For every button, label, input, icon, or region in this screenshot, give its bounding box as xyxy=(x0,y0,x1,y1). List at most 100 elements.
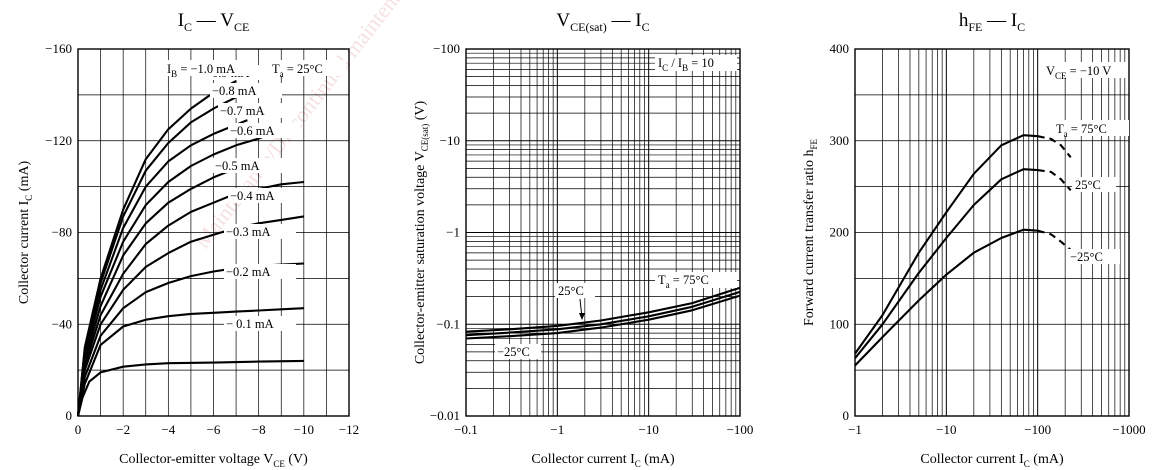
y-tick-label: −0.01 xyxy=(430,408,460,423)
title-second-sub: C xyxy=(642,20,650,34)
ta-label-tail: = 75°C xyxy=(1068,122,1107,136)
x-tick-label: −0.1 xyxy=(454,422,478,437)
x-axis-label-sub: CE xyxy=(273,459,285,469)
ta-label-text: T xyxy=(658,273,666,287)
lbl-m25-bg xyxy=(1068,249,1120,264)
grid-lines xyxy=(854,48,1129,417)
x-tick-label: 0 xyxy=(75,422,82,437)
x-axis-label-tail: (mA) xyxy=(641,452,675,467)
series-label-bg xyxy=(213,158,285,173)
cond-label-tail: / I xyxy=(668,56,682,70)
ta-label-text: T xyxy=(272,62,280,76)
x-axis-label: Collector-emitter voltage VCE (V) xyxy=(119,452,308,469)
series-line xyxy=(76,119,248,417)
ta-label-sub: a xyxy=(280,69,284,79)
ib-label-text: I xyxy=(167,62,171,76)
title-second-sub: C xyxy=(1017,20,1025,34)
lbl-m25-bg xyxy=(495,344,541,359)
ta-label-bg xyxy=(655,272,737,288)
cond-label-sub: CE xyxy=(1055,71,1067,81)
plot-frame xyxy=(77,48,350,417)
chart-title: IC — VCE xyxy=(178,10,250,34)
title-main: I xyxy=(178,10,184,31)
y-tick-label: 400 xyxy=(830,41,850,56)
title-main-sub: CE(sat) xyxy=(570,20,607,34)
series-label-bg xyxy=(218,103,290,118)
y-axis-label-sub: FE xyxy=(809,139,819,150)
x-tick-label: −1 xyxy=(550,422,564,437)
series-label-bg xyxy=(210,83,282,98)
chart-title: VCE(sat) — IC xyxy=(556,10,649,34)
y-tick-label: 300 xyxy=(830,133,850,148)
lbl-25-bg xyxy=(1072,177,1116,192)
ta-label-bg xyxy=(270,60,346,76)
series-label-bg xyxy=(224,264,296,279)
y-tick-label: −40 xyxy=(52,316,72,331)
ta-label: Ta = 75°C xyxy=(1056,122,1107,139)
series-line xyxy=(76,215,304,417)
y-axis-label-tail: (V) xyxy=(413,100,428,123)
grid-lines xyxy=(465,49,740,417)
x-axis-label-text: Collector current I xyxy=(531,452,635,467)
series-label-bg xyxy=(228,188,300,203)
lbl-25-arrow xyxy=(579,313,585,320)
ta-label: Ta = 25°C xyxy=(272,62,323,79)
series-line xyxy=(854,134,1038,355)
ta-label-sub: a xyxy=(666,280,670,290)
y-tick-label: −10 xyxy=(440,133,460,148)
series-label: −0.2 mA xyxy=(226,265,271,279)
cond-label-text: I xyxy=(658,56,662,70)
x-tick-label: −100 xyxy=(727,422,754,437)
ta-label: Ta = 75°C xyxy=(658,273,709,290)
title-second: — I xyxy=(607,10,642,31)
ta-label-tail: = 75°C xyxy=(670,273,709,287)
plot-frame xyxy=(465,48,741,417)
y-axis-label-text: Forward current transfer ratio h xyxy=(802,150,817,326)
chart-vcesat-ic: −0.1 −1 −10 −100−0.01−0.1−1−10−100VCE(sat) … xyxy=(413,10,753,469)
y-tick-label: −0.1 xyxy=(436,316,460,331)
plot-frame xyxy=(854,48,1130,417)
ta-label-tail: = 25°C xyxy=(284,62,323,76)
lbl-25-bg xyxy=(555,283,595,298)
title-second: — V xyxy=(192,10,234,31)
x-tick-label: −10 xyxy=(638,422,658,437)
x-tick-label: −12 xyxy=(339,422,359,437)
series-line-dashed xyxy=(1037,229,1072,251)
series-label: −0.4 mA xyxy=(230,189,275,203)
x-axis-label-tail: (V) xyxy=(285,452,308,467)
y-tick-label: 0 xyxy=(843,408,850,423)
cond-label-sub2: B xyxy=(682,63,688,73)
x-axis-label-tail: (mA) xyxy=(1030,452,1064,467)
series-line xyxy=(465,290,741,337)
y-axis-label: Forward current transfer ratio hFE xyxy=(802,139,819,326)
lbl-m25: −25°C xyxy=(1070,250,1103,264)
title-main: V xyxy=(556,10,570,31)
x-axis-label-sub: C xyxy=(1024,459,1030,469)
cond-label-bg xyxy=(655,55,737,71)
x-tick-label: −8 xyxy=(252,422,266,437)
y-axis-label-sub: CE(sat) xyxy=(420,124,430,152)
chart-title: hFE — IC xyxy=(959,10,1025,34)
cond-label: IC / IB = 10 xyxy=(658,56,714,73)
ib-label-tail: = −1.0 mA xyxy=(177,62,235,76)
title-main: h xyxy=(959,10,969,31)
series-line xyxy=(76,132,271,417)
cond-label-tail: = −10 V xyxy=(1067,64,1112,78)
y-axis-label: Collector current IC (mA) xyxy=(17,161,34,305)
x-axis-label: Collector current IC (mA) xyxy=(920,452,1064,469)
x-tick-label: −1000 xyxy=(1112,422,1145,437)
series-line xyxy=(465,286,741,333)
lbl-m25: −25°C xyxy=(497,345,530,359)
series-line xyxy=(465,294,741,340)
x-tick-label: −100 xyxy=(1024,422,1051,437)
ta-label-text: T xyxy=(1056,122,1064,136)
x-axis-label-text: Collector current I xyxy=(920,452,1024,467)
series-label-bg xyxy=(228,123,300,138)
cond-label-bg xyxy=(1043,62,1127,78)
series-line xyxy=(76,307,304,417)
series-line xyxy=(76,96,237,417)
series-label: −0.3 mA xyxy=(226,225,271,239)
title-second-sub: CE xyxy=(234,20,249,34)
